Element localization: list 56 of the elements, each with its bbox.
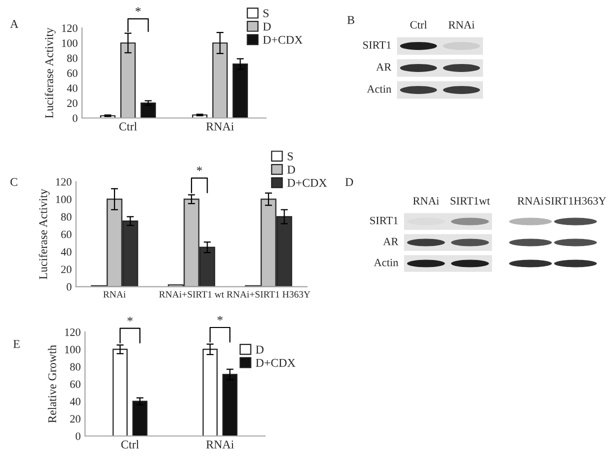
category-label: AR bbox=[383, 238, 398, 246]
chart-title: A bbox=[10, 20, 18, 28]
y-tick-label: 80 bbox=[67, 54, 78, 62]
category-label: RNAi bbox=[518, 197, 544, 204]
y-axis-title: Luciferase Activity bbox=[44, 28, 56, 118]
y-tick-label: 20 bbox=[67, 99, 78, 107]
y-tick-label: 120 bbox=[62, 24, 78, 32]
y-tick-label: 20 bbox=[70, 415, 80, 423]
category-label: SIRT1 bbox=[363, 41, 391, 49]
legend-label: D bbox=[287, 166, 296, 174]
y-tick-label: 100 bbox=[62, 39, 78, 47]
y-tick-label: 60 bbox=[61, 230, 72, 238]
y-tick-label: 120 bbox=[65, 328, 80, 336]
legend-label: D bbox=[263, 22, 271, 30]
category-label: Actin bbox=[366, 85, 392, 93]
category-label: SIRT1 bbox=[370, 216, 398, 224]
legend-label: D+CDX bbox=[256, 358, 296, 367]
legend-label: D bbox=[256, 346, 264, 354]
legend-label: D+CDX bbox=[263, 36, 303, 44]
category-label: AR bbox=[376, 63, 392, 71]
category-label: Actin bbox=[374, 258, 398, 266]
text: * bbox=[196, 166, 202, 172]
legend-label: D+CDX bbox=[287, 178, 327, 187]
text: * bbox=[127, 316, 133, 322]
y-tick-label: 0 bbox=[76, 432, 80, 440]
y-tick-label: 60 bbox=[70, 380, 80, 388]
legend-label: S bbox=[263, 9, 269, 18]
y-axis-title: Luciferase Activity bbox=[38, 188, 50, 280]
y-tick-label: 100 bbox=[65, 346, 80, 354]
y-tick-label: 40 bbox=[60, 248, 72, 256]
category-label: SIRT1H363Y bbox=[545, 197, 606, 205]
category-label: RNAi bbox=[413, 197, 440, 204]
y-tick-label: 120 bbox=[56, 178, 72, 186]
x-tick-label: RNAi+SIRT1 H363Y bbox=[226, 291, 310, 298]
text: E bbox=[13, 340, 20, 348]
y-tick-label: 60 bbox=[67, 69, 78, 77]
y-axis-title: Relative Growth bbox=[48, 344, 56, 423]
y-tick-label: 80 bbox=[61, 213, 72, 221]
category-label: SIRT1wt bbox=[450, 197, 490, 205]
y-tick-label: 40 bbox=[70, 398, 80, 406]
y-tick-label: 100 bbox=[56, 196, 72, 204]
x-tick-label: RNAi+SIRT1 wt bbox=[159, 291, 224, 298]
text: B bbox=[347, 16, 354, 24]
y-tick-label: 0 bbox=[72, 114, 78, 122]
category-label: Ctrl bbox=[410, 20, 427, 29]
x-tick-label: RNAi bbox=[103, 291, 126, 298]
text: D bbox=[345, 178, 354, 186]
legend-label: S bbox=[288, 152, 293, 160]
text: * bbox=[136, 7, 141, 12]
chart-title: C bbox=[10, 178, 18, 186]
y-tick-label: 20 bbox=[61, 266, 72, 274]
y-tick-label: 40 bbox=[66, 84, 78, 92]
text: * bbox=[217, 316, 223, 321]
y-tick-label: 80 bbox=[70, 363, 80, 371]
y-tick-label: 0 bbox=[66, 283, 72, 291]
category-label: RNAi bbox=[448, 21, 475, 28]
